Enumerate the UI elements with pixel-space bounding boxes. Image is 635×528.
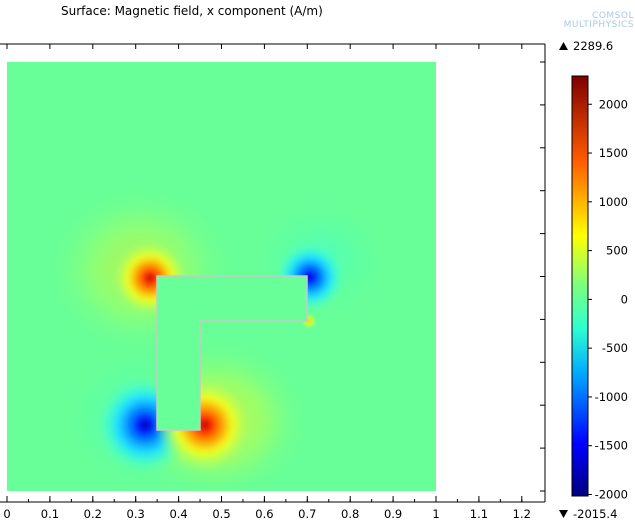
colorbar-tick-label: -2000 xyxy=(595,487,628,501)
colorbar-tick-label: -500 xyxy=(602,341,628,355)
x-tick-label: 1.2 xyxy=(513,507,531,521)
x-axis-ticks: 0 0.1 0.2 0.3 0.4 0.5 0.6 0.7 0.8 0.9 1 1.1 1.2 xyxy=(3,44,531,521)
x-tick-label: 0.5 xyxy=(212,507,230,521)
x-tick-label: 1 xyxy=(432,507,439,521)
right-axis-ticks xyxy=(540,61,545,492)
colorbar-tick-label: 1500 xyxy=(599,146,628,160)
x-tick-label: 0.3 xyxy=(127,507,145,521)
x-tick-label: 0.2 xyxy=(84,507,102,521)
x-tick-label: 1.1 xyxy=(470,507,488,521)
x-tick-label: 0.8 xyxy=(341,507,359,521)
plot-title: Surface: Magnetic field, x component (A/… xyxy=(61,4,323,18)
colorbar-ticks: 2000 1500 1000 500 0 -500 -1000 -1500 -2000 xyxy=(588,97,628,501)
min-triangle-icon xyxy=(559,510,568,518)
x-tick-label: 0 xyxy=(3,507,10,521)
x-tick-label: 0.1 xyxy=(41,507,59,521)
logo-line-2: MULTIPHYSICS xyxy=(563,20,634,30)
colorbar-gradient xyxy=(571,75,589,497)
x-tick-label: 0.9 xyxy=(384,507,402,521)
l-shaped-object xyxy=(156,275,308,431)
colorbar-tick-label: 0 xyxy=(621,292,628,306)
colorbar-min-label: -2015.4 xyxy=(573,507,617,521)
colorbar: 2000 1500 1000 500 0 -500 -1000 -1500 -2000 2289… xyxy=(559,39,628,521)
x-tick-label: 0.7 xyxy=(298,507,316,521)
colorbar-tick-label: 500 xyxy=(606,244,628,258)
colorbar-tick-label: 2000 xyxy=(599,97,628,111)
colorbar-tick-label: -1000 xyxy=(595,390,628,404)
x-tick-label: 0.4 xyxy=(169,507,187,521)
colorbar-tick-label: -1500 xyxy=(595,439,628,453)
heatmap-field xyxy=(7,62,436,491)
colorbar-max-label: 2289.6 xyxy=(573,39,613,53)
x-tick-label: 0.6 xyxy=(255,507,273,521)
logo-line-1: COMSOL xyxy=(592,11,634,21)
comsol-logo: COMSOL MULTIPHYSICS xyxy=(538,12,634,30)
colorbar-tick-label: 1000 xyxy=(599,195,628,209)
max-triangle-icon xyxy=(559,42,568,50)
